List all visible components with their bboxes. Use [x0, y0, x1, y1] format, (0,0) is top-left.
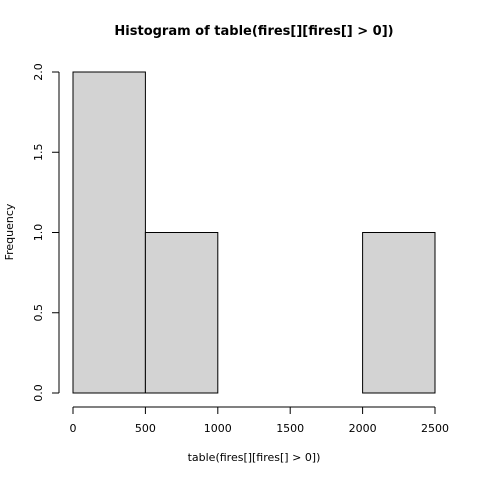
histogram-bar-1 [144, 232, 219, 394]
bars-group [72, 71, 436, 394]
y-axis: 0.0 0.5 1.0 1.5 2.0 [32, 63, 60, 402]
x-tick-label-3: 1500 [276, 422, 304, 435]
chart-title: Histogram of table(fires[][fires[] > 0]) [114, 24, 393, 39]
y-tick-label-0: 0.0 [32, 384, 45, 402]
y-tick-label-2: 1.0 [32, 224, 45, 242]
x-tick-label-5: 2500 [421, 422, 449, 435]
y-tick-label-4: 2.0 [32, 63, 45, 81]
x-tick-label-4: 2000 [349, 422, 377, 435]
y-axis-label: Frequency [3, 203, 16, 260]
y-tick-label-1: 0.5 [32, 304, 45, 322]
histogram-bar-4 [362, 232, 436, 394]
histogram-bar-0 [72, 71, 146, 394]
x-tick-label-1: 500 [135, 422, 156, 435]
x-tick-label-2: 1000 [204, 422, 232, 435]
x-axis: 0 500 1000 1500 2000 2500 [70, 406, 449, 435]
x-tick-label-0: 0 [70, 422, 77, 435]
x-axis-label: table(fires[][fires[] > 0]) [188, 451, 321, 464]
y-tick-label-3: 1.5 [32, 144, 45, 162]
